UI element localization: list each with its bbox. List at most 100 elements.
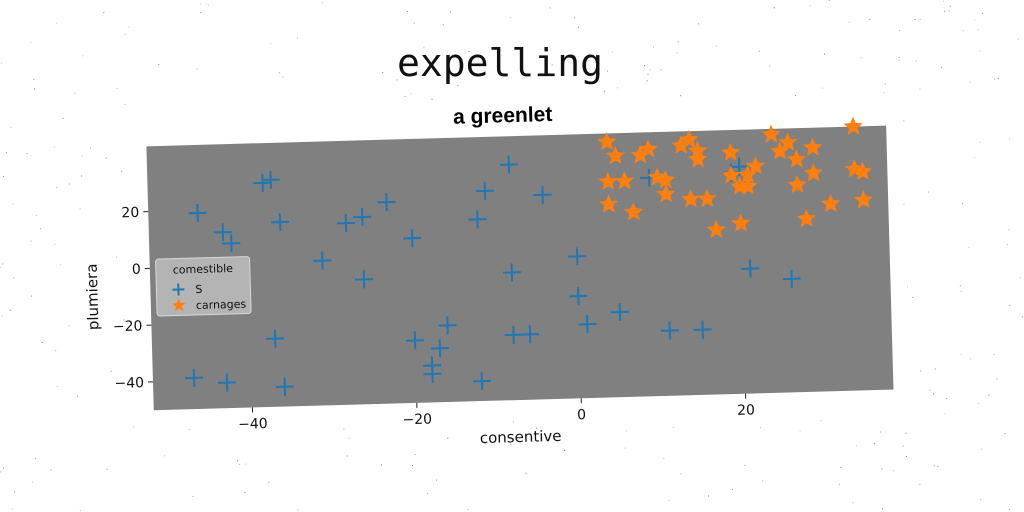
noise-speck bbox=[413, 22, 415, 24]
data-point-s bbox=[610, 302, 629, 322]
noise-speck bbox=[758, 50, 760, 52]
noise-speck bbox=[993, 354, 995, 355]
data-point-s bbox=[406, 331, 425, 350]
noise-speck bbox=[30, 240, 32, 242]
noise-speck bbox=[680, 95, 682, 97]
noise-speck bbox=[943, 0, 944, 2]
noise-speck bbox=[105, 157, 107, 159]
noise-speck bbox=[343, 428, 345, 430]
noise-speck bbox=[574, 17, 576, 19]
noise-speck bbox=[646, 80, 648, 82]
noise-speck bbox=[773, 7, 775, 9]
noise-speck bbox=[3, 467, 4, 469]
noise-speck bbox=[26, 153, 28, 154]
noise-speck bbox=[848, 21, 850, 23]
x-tick-label: −40 bbox=[238, 416, 268, 433]
data-point-carnages bbox=[786, 149, 807, 168]
noise-speck bbox=[93, 324, 95, 326]
noise-speck bbox=[898, 30, 900, 31]
noise-speck bbox=[30, 41, 32, 43]
noise-speck bbox=[238, 464, 240, 466]
data-point-s bbox=[472, 372, 492, 391]
noise-speck bbox=[959, 285, 961, 287]
noise-speck bbox=[396, 79, 398, 81]
data-point-s bbox=[521, 325, 540, 344]
noise-speck bbox=[205, 3, 207, 5]
noise-speck bbox=[820, 420, 822, 422]
data-point-carnages bbox=[630, 145, 650, 164]
noise-speck bbox=[980, 448, 982, 450]
noise-speck bbox=[962, 203, 964, 205]
noise-speck bbox=[960, 291, 962, 292]
noise-speck bbox=[974, 19, 976, 21]
data-point-carnages bbox=[605, 145, 625, 165]
noise-speck bbox=[869, 18, 871, 20]
data-point-carnages bbox=[803, 163, 823, 182]
noise-speck bbox=[457, 85, 459, 86]
noise-speck bbox=[920, 370, 922, 372]
noise-speck bbox=[207, 4, 209, 6]
noise-speck bbox=[698, 23, 700, 25]
noise-speck bbox=[948, 10, 950, 12]
noise-speck bbox=[979, 141, 981, 143]
noise-speck bbox=[467, 508, 469, 510]
noise-speck bbox=[902, 445, 904, 447]
noise-speck bbox=[9, 309, 11, 311]
data-point-s bbox=[253, 173, 272, 192]
noise-speck bbox=[988, 394, 990, 396]
noise-speck bbox=[124, 34, 126, 35]
noise-speck bbox=[919, 484, 921, 485]
noise-speck bbox=[551, 64, 553, 66]
noise-speck bbox=[12, 203, 14, 205]
data-point-s bbox=[271, 213, 290, 232]
noise-speck bbox=[81, 155, 83, 157]
noise-speck bbox=[1, 62, 3, 64]
noise-speck bbox=[124, 103, 126, 105]
noise-speck bbox=[81, 175, 83, 177]
noise-speck bbox=[973, 157, 975, 158]
noise-speck bbox=[74, 92, 76, 94]
noise-speck bbox=[677, 41, 679, 43]
noise-speck bbox=[54, 243, 56, 245]
noise-speck bbox=[449, 11, 451, 13]
noise-speck bbox=[348, 437, 350, 439]
noise-speck bbox=[13, 277, 15, 279]
data-point-carnages bbox=[697, 188, 717, 208]
noise-speck bbox=[103, 12, 105, 13]
noise-speck bbox=[282, 76, 284, 78]
y-tick-label: −40 bbox=[114, 375, 144, 392]
data-point-s bbox=[578, 315, 597, 334]
noise-speck bbox=[123, 319, 125, 321]
data-point-carnages bbox=[706, 219, 726, 239]
x-tick-label: 0 bbox=[577, 407, 586, 423]
noise-speck bbox=[34, 457, 36, 459]
noise-speck bbox=[937, 465, 939, 467]
noise-speck bbox=[828, 0, 830, 2]
y-axis-ticks: −40 −20 0 20 bbox=[113, 205, 153, 392]
data-point-s bbox=[261, 170, 280, 189]
noise-speck bbox=[680, 473, 682, 475]
noise-speck bbox=[510, 16, 512, 18]
noise-speck bbox=[564, 450, 566, 451]
data-point-s bbox=[353, 207, 372, 226]
noise-speck bbox=[536, 427, 537, 429]
noise-speck bbox=[809, 4, 811, 6]
noise-speck bbox=[1022, 316, 1024, 318]
noise-speck bbox=[960, 354, 962, 355]
noise-speck bbox=[296, 37, 298, 39]
data-point-carnages bbox=[614, 171, 634, 190]
data-point-s bbox=[184, 368, 204, 387]
chart-title: expelling bbox=[397, 41, 603, 85]
data-point-s bbox=[336, 214, 355, 233]
noise-speck bbox=[928, 191, 930, 193]
noise-speck bbox=[268, 481, 270, 483]
noise-speck bbox=[82, 55, 84, 57]
noise-speck bbox=[427, 493, 429, 495]
noise-speck bbox=[410, 93, 412, 95]
data-point-s bbox=[354, 270, 374, 289]
data-point-carnages bbox=[853, 161, 873, 181]
data-point-s bbox=[438, 316, 457, 335]
noise-speck bbox=[905, 456, 907, 457]
noise-speck bbox=[1009, 509, 1011, 510]
